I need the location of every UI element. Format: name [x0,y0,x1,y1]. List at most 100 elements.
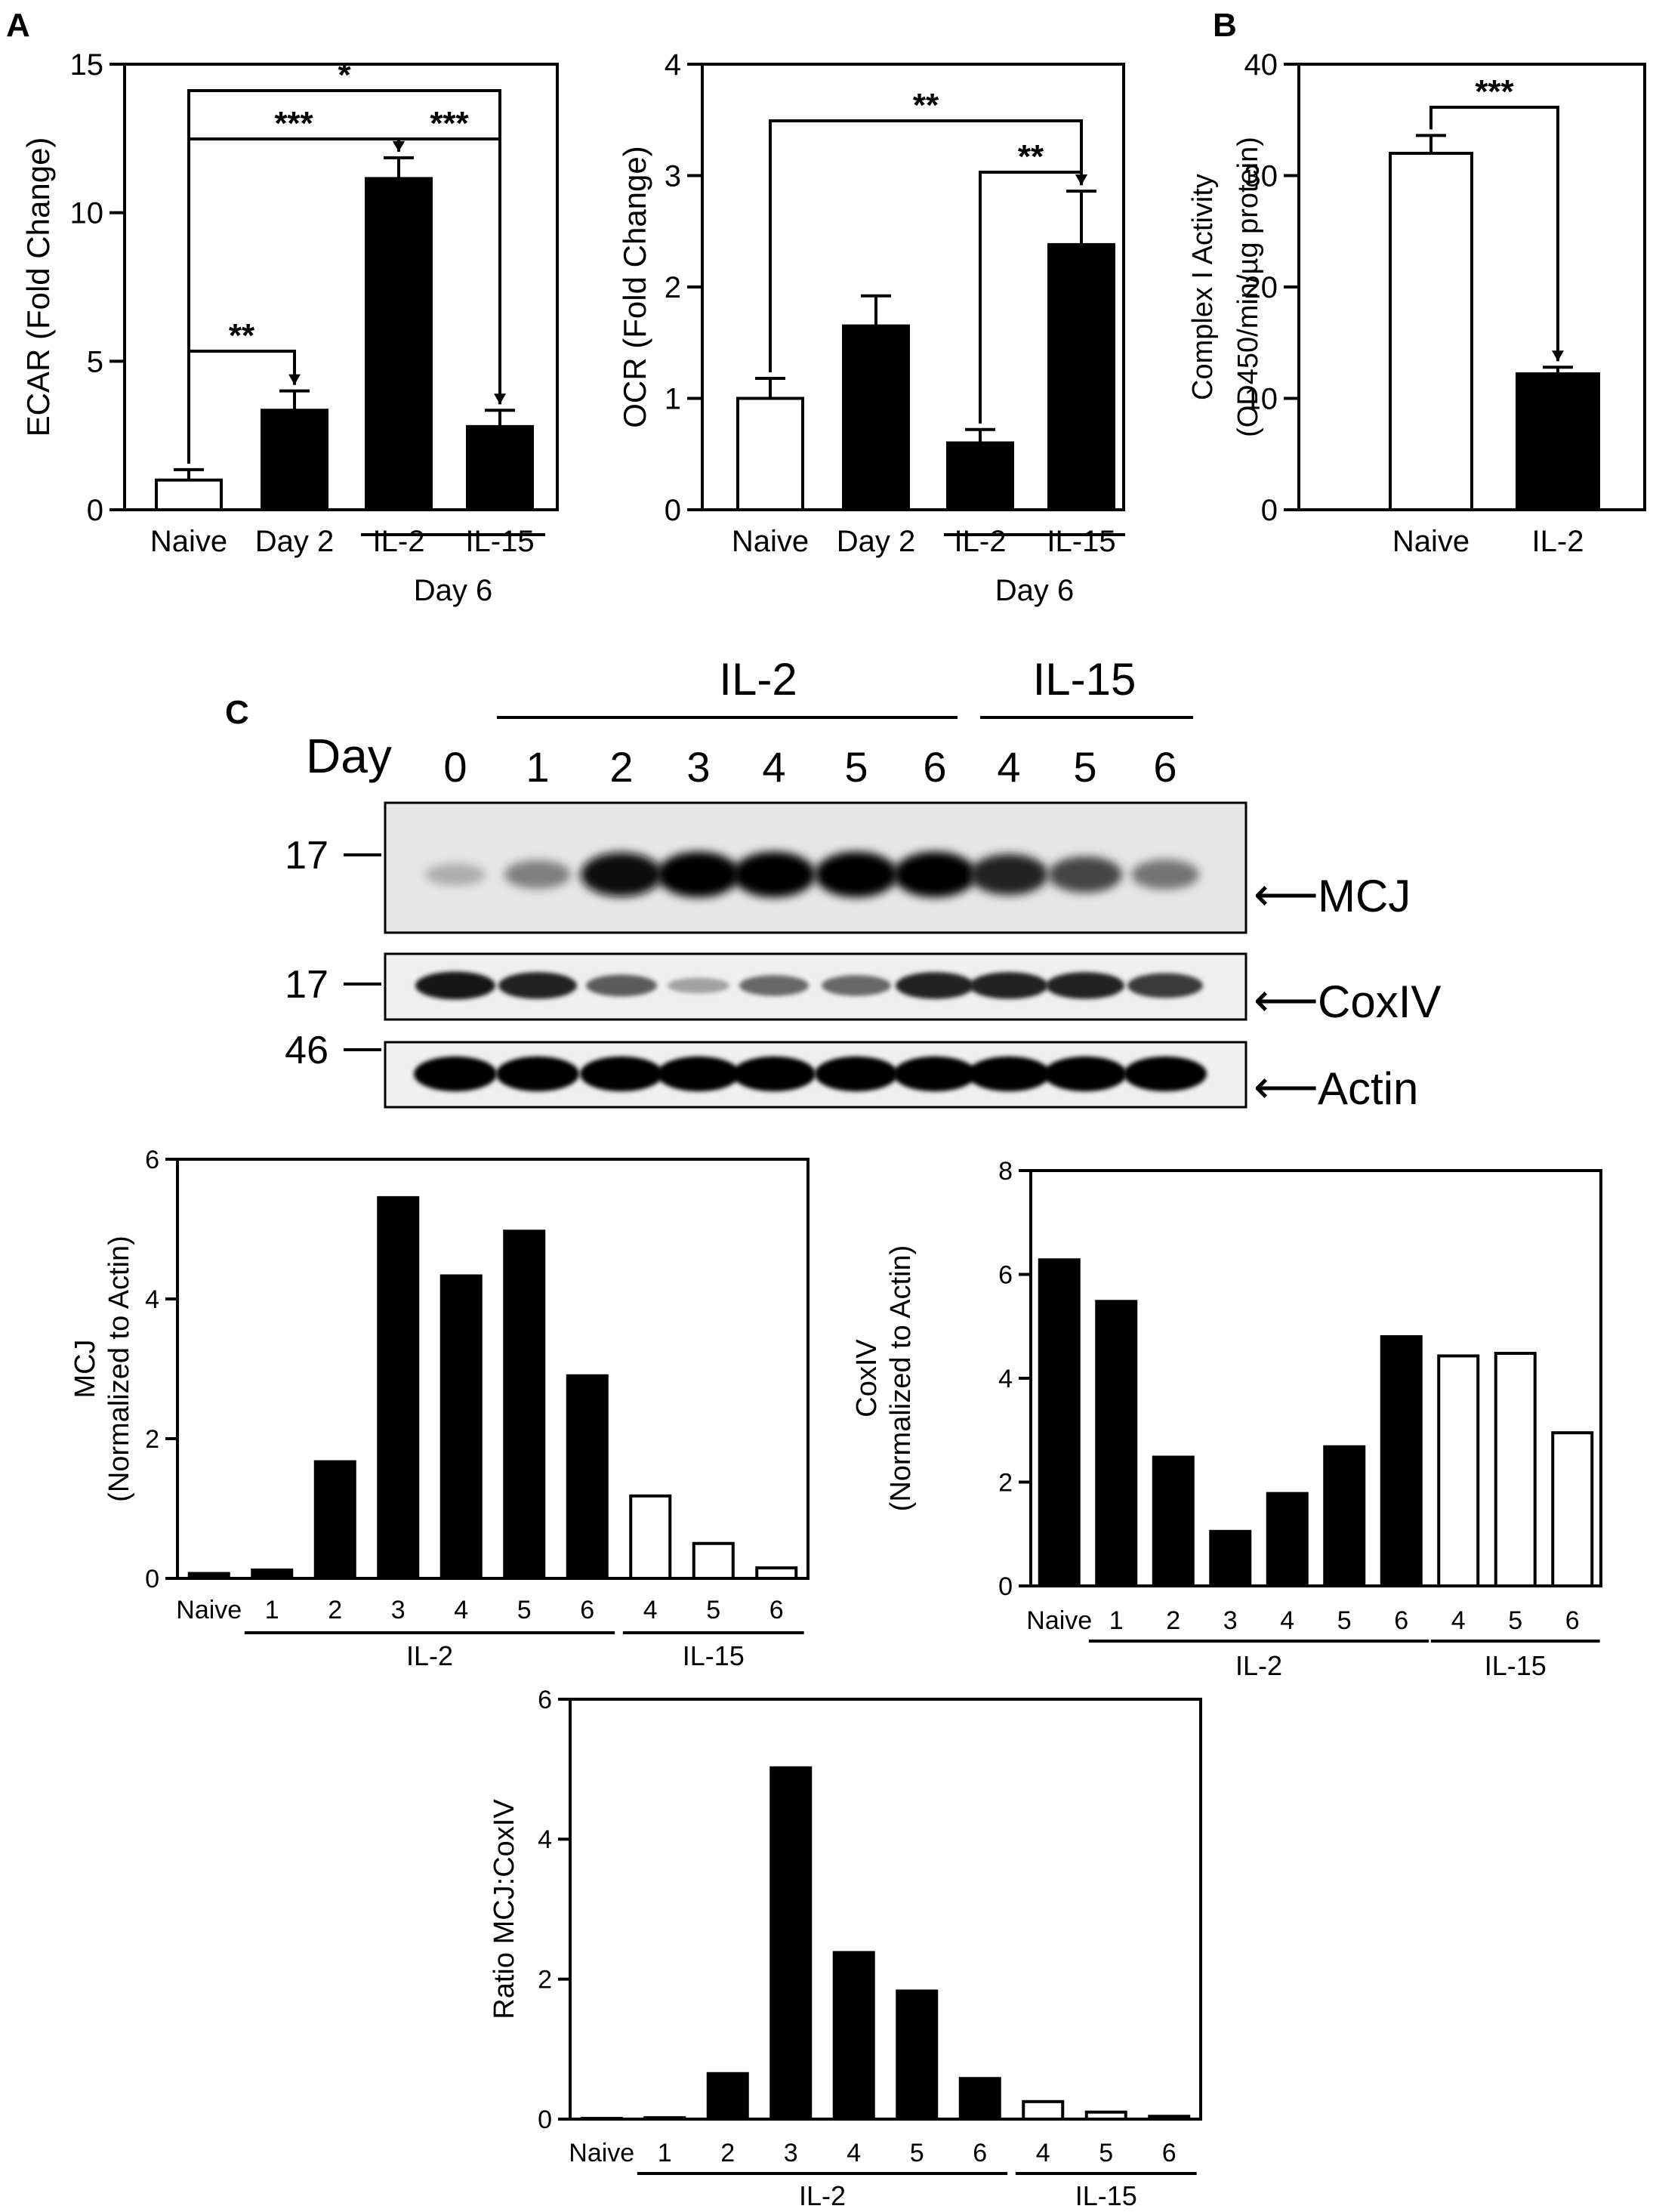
bar [1494,1352,1537,1587]
bar [1323,1445,1366,1587]
group-label: IL-15 [1075,2180,1137,2211]
blot-marker-mcj: 17 [285,834,328,878]
bar [896,1989,939,2121]
x-tick-label: 4 [1280,1606,1294,1635]
blot-band [896,972,974,999]
blot-lane-label: 6 [923,743,946,791]
y-tick-label: 2 [665,271,681,304]
bar [466,424,534,511]
y-axis-label-line2: (OD450/min/µg protein) [1232,137,1264,437]
x-tick-label: 4 [1036,2139,1050,2167]
significance-label: ** [913,87,939,124]
y-tick-label: 6 [998,1260,1013,1289]
blot-band [425,863,486,886]
bar [580,2117,623,2121]
blot-band [1046,972,1124,999]
x-tick-label: 2 [328,1596,342,1624]
blot-lane-label: 4 [762,743,785,791]
x-tick-label: IL-15 [1047,525,1115,558]
y-axis-label: Complex I Activity [1187,174,1219,400]
blot-day-label: Day [306,729,392,783]
blot-band [580,1056,663,1092]
y-tick-label: 40 [1244,48,1278,82]
blot-band [657,851,740,898]
bar [736,396,804,511]
x-tick-label: 1 [1109,1606,1124,1635]
plot-frame [123,63,559,511]
y-tick-label: 0 [538,2106,552,2134]
blot-lane-label: 5 [844,743,868,791]
group-label: IL-2 [1235,1650,1282,1681]
significance-label: * [338,57,351,94]
x-tick-label: 4 [454,1596,468,1624]
x-tick-label: Day 2 [255,525,335,558]
blot-lane-label: 1 [526,743,549,791]
blot-band [970,972,1048,999]
bar [1516,372,1600,511]
y-axis-label-line2: (Normalized to Actin) [103,1236,135,1502]
blot-marker-coxiv: 17 [285,963,328,1007]
bar [251,1568,294,1580]
blot-group-label-il2: IL-2 [719,654,797,705]
blot-band [893,1056,976,1092]
blot-band [414,1056,497,1092]
x-tick-label: 6 [580,1596,594,1624]
blot-band [1127,973,1203,998]
bar [187,1572,230,1580]
bar [643,2116,686,2121]
blot-band [967,1056,1050,1092]
blot-band [732,851,816,898]
bar [1148,2115,1191,2121]
x-tick-label: Naive [176,1596,242,1624]
bar [1047,242,1115,511]
x-tick-label: Naive [732,525,809,558]
significance-label: *** [1475,73,1514,110]
x-tick-label: 5 [706,1596,720,1624]
x-tick-label: 3 [391,1596,406,1624]
bar [155,478,223,512]
x-tick-label: 3 [784,2139,798,2167]
bar [629,1494,672,1580]
x-tick-label: 1 [658,2139,672,2167]
significance-label: *** [430,105,469,142]
x-tick-label: IL-2 [1532,525,1584,558]
y-axis-label: MCJ [69,1339,101,1398]
panel-label-b: B [1213,7,1237,44]
blot-band [893,851,976,898]
blot-arrow: ⟵ [1254,869,1318,920]
blot-lane-label: 0 [443,743,467,791]
blot-band [732,1056,816,1092]
y-tick-label: 10 [70,197,104,230]
blot-marker-actin: 46 [285,1029,328,1072]
x-tick-label: 6 [769,1596,784,1624]
bar [832,1951,875,2121]
bar [439,1274,483,1580]
blot-band [815,851,898,898]
group-label: IL-2 [799,2180,846,2211]
y-axis-label-line2: (Normalized to Actin) [885,1245,917,1512]
y-tick-label: 0 [1261,494,1278,527]
x-tick-label: Naive [1026,1606,1092,1635]
blot-band [1124,1056,1207,1092]
bar [503,1229,546,1581]
bar [1152,1455,1195,1587]
significance-bracket [187,89,501,464]
panel-label-a: A [6,7,30,44]
bar [1084,2110,1127,2121]
significance-label: ** [1018,138,1044,175]
bar [1038,1258,1081,1587]
group-label: IL-2 [406,1640,453,1671]
bracket-arrowhead [1075,174,1087,186]
blot-band [504,860,571,889]
x-tick-label: Naive [1392,525,1470,558]
plot-frame [569,1698,1202,2121]
x-tick-label: 6 [1162,2139,1177,2167]
bar [1022,2099,1065,2121]
bracket-arrowhead [288,374,301,385]
y-tick-label: 0 [87,494,103,527]
blot-band [581,852,662,897]
y-tick-label: 1 [665,383,681,416]
y-tick-label: 2 [145,1425,159,1454]
x-tick-label: 4 [643,1596,658,1624]
